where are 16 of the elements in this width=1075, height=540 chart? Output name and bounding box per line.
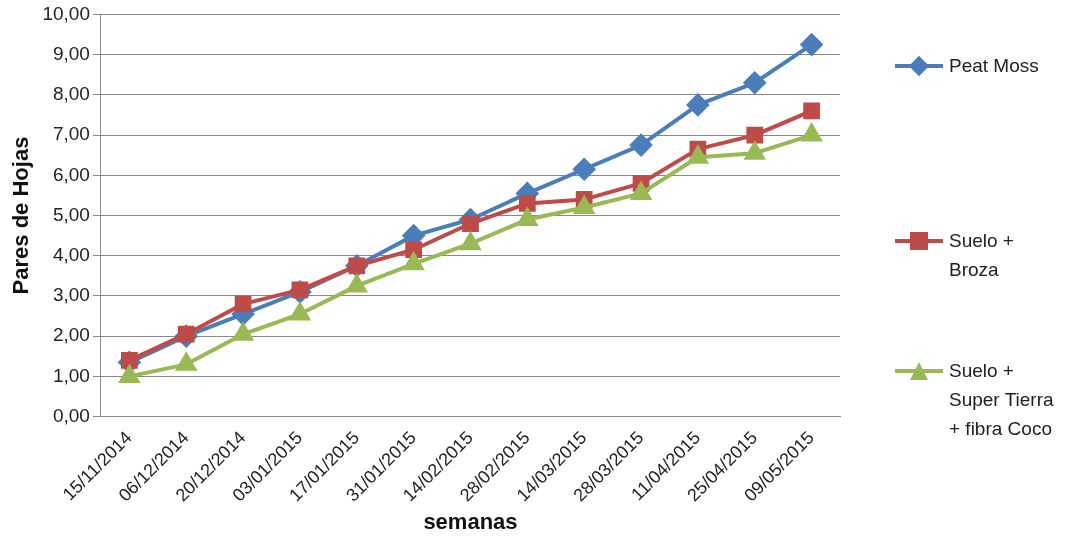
y-tick-label: 9,00 <box>52 42 90 64</box>
y-tick-label: 0,00 <box>52 404 90 426</box>
y-tick-label: 1,00 <box>52 364 90 386</box>
y-tick-label: 8,00 <box>52 83 90 105</box>
x-axis-title: semanas <box>423 508 518 534</box>
legend-label: Suelo + Broza <box>949 229 1015 282</box>
y-tick-label: 3,00 <box>52 284 90 306</box>
y-tick-label: 4,00 <box>52 243 90 265</box>
y-tick-label: 6,00 <box>52 163 90 185</box>
y-tick-label: 2,00 <box>52 324 90 346</box>
legend-label: Suelo + Super Tierra + fibra Coco <box>949 359 1055 441</box>
legend-label: Peat Moss <box>949 54 1040 78</box>
y-axis-title: Pares de Hojas <box>8 136 34 295</box>
y-tick-label: 7,00 <box>52 123 90 145</box>
y-tick-label: 5,00 <box>52 203 90 225</box>
y-tick-label: 10,00 <box>42 2 90 24</box>
